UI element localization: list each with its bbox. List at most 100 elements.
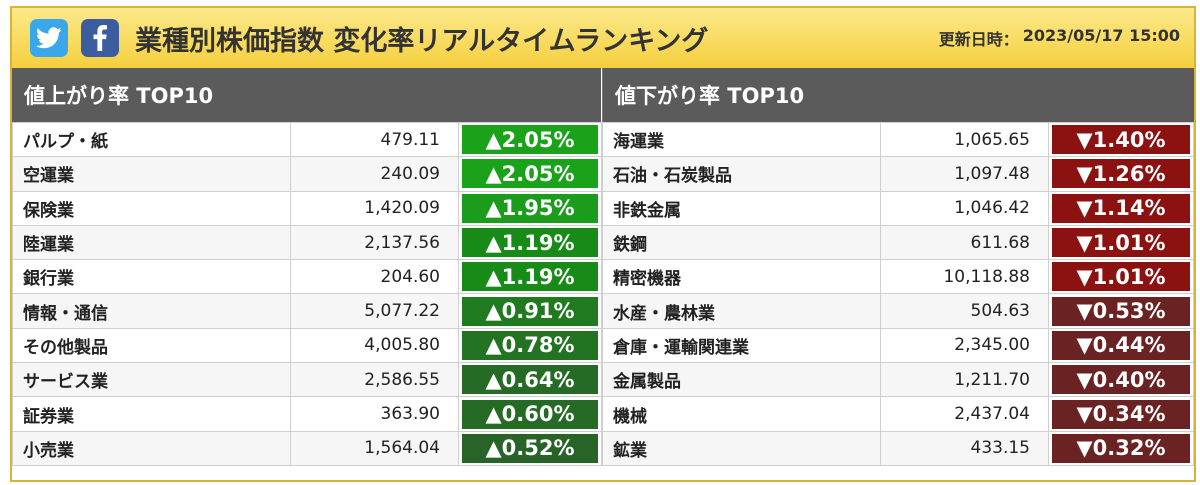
table-row[interactable]: 水産・農林業 504.63 ▼0.53%: [602, 293, 1194, 329]
table-row[interactable]: 保険業 1,420.09 ▲1.95%: [12, 190, 602, 226]
sector-name[interactable]: 石油・石炭製品: [602, 156, 881, 192]
change-rate-badge: ▼0.40%: [1052, 365, 1190, 395]
sector-name[interactable]: サービス業: [12, 362, 291, 398]
sector-name[interactable]: 倉庫・運輸関連業: [602, 327, 881, 364]
table-row[interactable]: 石油・石炭製品 1,097.48 ▼1.26%: [602, 156, 1194, 192]
table-row[interactable]: 証券業 363.90 ▲0.60%: [12, 396, 602, 432]
sector-name[interactable]: 陸運業: [12, 224, 291, 261]
change-rate-badge: ▲1.19%: [462, 262, 598, 292]
index-value: 611.68: [880, 224, 1049, 261]
index-value: 5,077.22: [290, 293, 459, 329]
change-cell: ▲0.64%: [458, 362, 602, 398]
index-value: 240.09: [290, 156, 459, 192]
index-value: 479.11: [290, 121, 459, 158]
header-bar: 業種別株価指数 変化率リアルタイムランキング 更新日時： 2023/05/17 …: [12, 8, 1194, 68]
table-row[interactable]: 非鉄金属 1,046.42 ▼1.14%: [602, 190, 1194, 226]
change-rate-badge: ▲0.91%: [462, 296, 598, 326]
updated-label: 更新日時：: [938, 30, 1019, 49]
sector-name[interactable]: 非鉄金属: [602, 190, 881, 226]
sector-name[interactable]: 機械: [602, 396, 881, 432]
sector-name[interactable]: 小売業: [12, 430, 291, 466]
table-row[interactable]: 銀行業 204.60 ▲1.19%: [12, 259, 602, 295]
facebook-f-icon: [93, 25, 107, 51]
table-row[interactable]: 海運業 1,065.65 ▼1.40%: [602, 121, 1194, 158]
index-value: 10,118.88: [880, 259, 1049, 295]
sector-name[interactable]: 情報・通信: [12, 293, 291, 329]
index-value: 204.60: [290, 259, 459, 295]
change-rate-badge: ▲1.95%: [462, 193, 598, 223]
sector-name[interactable]: 鉱業: [602, 430, 881, 466]
change-rate-badge: ▼0.32%: [1052, 433, 1190, 463]
table-row[interactable]: サービス業 2,586.55 ▲0.64%: [12, 362, 602, 398]
losers-table: 海運業 1,065.65 ▼1.40% 石油・石炭製品 1,097.48 ▼1.26% 非鉄…: [602, 121, 1194, 466]
ranking-panel: 業種別株価指数 変化率リアルタイムランキング 更新日時： 2023/05/17 …: [10, 6, 1196, 482]
sector-name[interactable]: 銀行業: [12, 259, 291, 295]
change-cell: ▼0.44%: [1048, 327, 1194, 364]
change-rate-badge: ▲2.05%: [462, 159, 598, 189]
table-row[interactable]: その他製品 4,005.80 ▲0.78%: [12, 327, 602, 364]
index-value: 1,420.09: [290, 190, 459, 226]
sector-name[interactable]: パルプ・紙: [12, 121, 291, 158]
sector-name[interactable]: 鉄鋼: [602, 224, 881, 261]
index-value: 1,211.70: [880, 362, 1049, 398]
change-rate-badge: ▲0.78%: [462, 330, 598, 360]
change-rate-badge: ▼1.14%: [1052, 193, 1190, 223]
table-row[interactable]: 鉱業 433.15 ▼0.32%: [602, 430, 1194, 466]
change-rate-badge: ▲1.19%: [462, 228, 598, 258]
change-cell: ▼1.01%: [1048, 224, 1194, 261]
table-row[interactable]: 陸運業 2,137.56 ▲1.19%: [12, 224, 602, 261]
change-cell: ▼0.34%: [1048, 396, 1194, 432]
twitter-bird-icon: [36, 27, 62, 49]
change-rate-badge: ▼1.01%: [1052, 262, 1190, 292]
change-rate-badge: ▼0.44%: [1052, 330, 1190, 360]
change-cell: ▲2.05%: [458, 121, 602, 158]
change-rate-badge: ▲0.52%: [462, 433, 598, 463]
index-value: 504.63: [880, 293, 1049, 329]
table-row[interactable]: 精密機器 10,118.88 ▼1.01%: [602, 259, 1194, 295]
table-row[interactable]: 倉庫・運輸関連業 2,345.00 ▼0.44%: [602, 327, 1194, 364]
change-cell: ▲1.19%: [458, 259, 602, 295]
table-row[interactable]: 鉄鋼 611.68 ▼1.01%: [602, 224, 1194, 261]
change-cell: ▲1.19%: [458, 224, 602, 261]
table-row[interactable]: 機械 2,437.04 ▼0.34%: [602, 396, 1194, 432]
change-cell: ▼1.40%: [1048, 121, 1194, 158]
table-row[interactable]: 情報・通信 5,077.22 ▲0.91%: [12, 293, 602, 329]
sector-name[interactable]: 証券業: [12, 396, 291, 432]
index-value: 1,097.48: [880, 156, 1049, 192]
twitter-share-button[interactable]: [30, 19, 68, 57]
losers-heading: 値下がり率 TOP10: [602, 68, 1194, 122]
sector-name[interactable]: その他製品: [12, 327, 291, 364]
table-row[interactable]: 空運業 240.09 ▲2.05%: [12, 156, 602, 192]
sector-name[interactable]: 精密機器: [602, 259, 881, 295]
index-value: 2,437.04: [880, 396, 1049, 432]
facebook-share-button[interactable]: [81, 19, 119, 57]
index-value: 4,005.80: [290, 327, 459, 364]
gainers-heading: 値上がり率 TOP10: [12, 68, 601, 122]
sector-name[interactable]: 海運業: [602, 121, 881, 158]
change-cell: ▼1.26%: [1048, 156, 1194, 192]
table-row[interactable]: 小売業 1,564.04 ▲0.52%: [12, 430, 602, 466]
index-value: 1,046.42: [880, 190, 1049, 226]
sector-name[interactable]: 保険業: [12, 190, 291, 226]
sector-name[interactable]: 金属製品: [602, 362, 881, 398]
change-rate-badge: ▼0.34%: [1052, 399, 1190, 429]
sector-name[interactable]: 空運業: [12, 156, 291, 192]
index-value: 1,564.04: [290, 430, 459, 466]
table-row[interactable]: 金属製品 1,211.70 ▼0.40%: [602, 362, 1194, 398]
change-cell: ▼1.01%: [1048, 259, 1194, 295]
sector-name[interactable]: 水産・農林業: [602, 293, 881, 329]
change-cell: ▼1.14%: [1048, 190, 1194, 226]
change-cell: ▼0.53%: [1048, 293, 1194, 329]
change-cell: ▲0.60%: [458, 396, 602, 432]
updated-value: 2023/05/17 15:00: [1022, 26, 1180, 45]
change-cell: ▲0.78%: [458, 327, 602, 364]
change-cell: ▲1.95%: [458, 190, 602, 226]
change-rate-badge: ▼1.01%: [1052, 228, 1190, 258]
index-value: 433.15: [880, 430, 1049, 466]
index-value: 2,586.55: [290, 362, 459, 398]
table-row[interactable]: パルプ・紙 479.11 ▲2.05%: [12, 121, 602, 158]
change-cell: ▲0.52%: [458, 430, 602, 466]
change-rate-badge: ▲0.64%: [462, 365, 598, 395]
page-title: 業種別株価指数 変化率リアルタイムランキング: [135, 25, 709, 57]
change-rate-badge: ▲0.60%: [462, 399, 598, 429]
